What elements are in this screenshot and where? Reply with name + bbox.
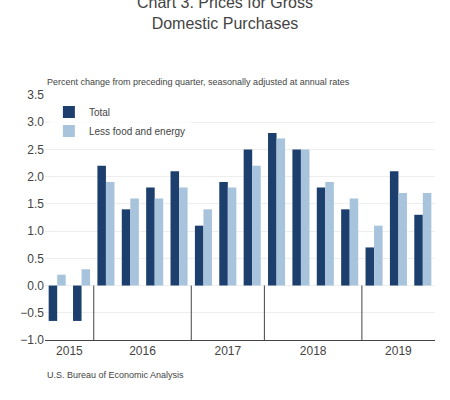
svg-text:Chart 3. Prices for GrossDomes: Chart 3. Prices for GrossDomestic Purcha… <box>137 0 313 32</box>
svg-text:1.0: 1.0 <box>27 224 44 238</box>
svg-text:3.5: 3.5 <box>27 88 44 102</box>
svg-text:−1.0: −1.0 <box>20 333 44 347</box>
svg-text:0.5: 0.5 <box>27 252 44 266</box>
svg-text:2015: 2015 <box>56 344 83 358</box>
svg-text:2019: 2019 <box>385 344 412 358</box>
svg-text:1.5: 1.5 <box>27 197 44 211</box>
svg-text:U.S. Bureau of Economic Analys: U.S. Bureau of Economic Analysis <box>47 370 184 380</box>
svg-text:Total: Total <box>89 107 110 118</box>
svg-text:−0.5: −0.5 <box>20 306 44 320</box>
svg-text:Less food and energy: Less food and energy <box>89 126 185 137</box>
svg-text:Percent change from preceding: Percent change from preceding quarter, s… <box>47 77 350 87</box>
svg-text:2.0: 2.0 <box>27 170 44 184</box>
svg-text:2016: 2016 <box>129 344 156 358</box>
svg-text:2.5: 2.5 <box>27 143 44 157</box>
svg-text:2018: 2018 <box>300 344 327 358</box>
svg-text:2017: 2017 <box>214 344 241 358</box>
svg-text:0.0: 0.0 <box>27 279 44 293</box>
svg-text:3.0: 3.0 <box>27 115 44 129</box>
